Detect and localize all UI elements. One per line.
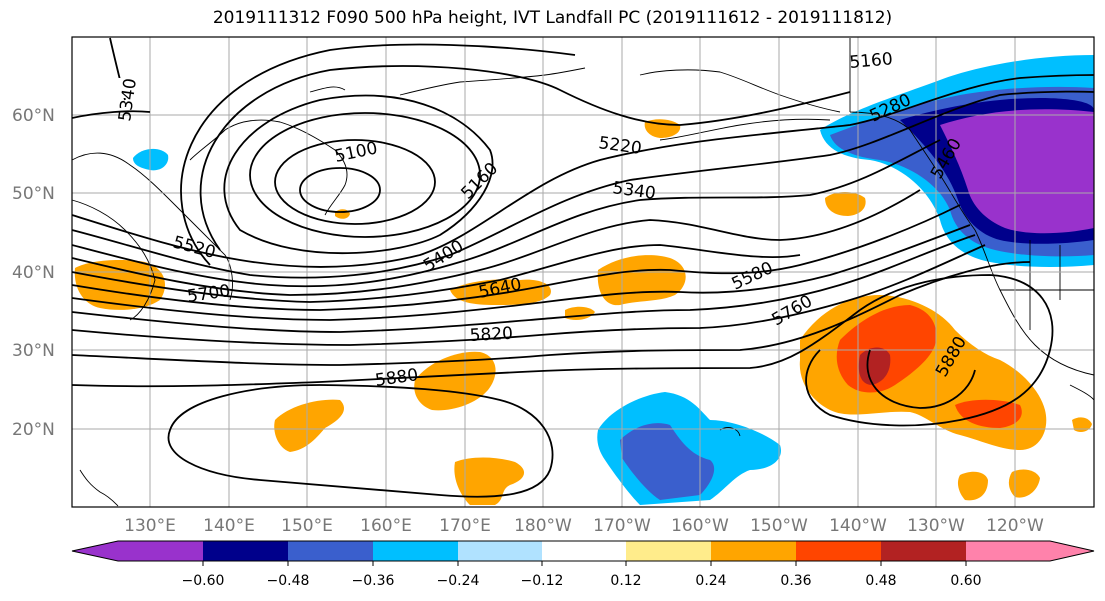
colorbar-segment	[118, 541, 203, 561]
colorbar-tick-label: 0.12	[610, 573, 641, 589]
shading-red-east2	[955, 399, 1022, 428]
colorbar-segment	[966, 541, 1050, 561]
shading-purple	[940, 109, 1094, 234]
colorbar-outline	[71, 540, 1095, 562]
contour-label: 5160	[849, 49, 894, 73]
lat-label: 60°N	[12, 106, 55, 126]
lon-label: 160°E	[360, 516, 412, 536]
shading-orange-mid5	[454, 457, 525, 505]
shading-orange-mid4	[274, 399, 345, 452]
colorbar-tick-label: 0.24	[695, 573, 726, 589]
colorbar-tick-label: −0.48	[267, 573, 310, 589]
shading-orange-mid2	[450, 279, 551, 305]
lat-label: 50°N	[12, 184, 55, 204]
colorbar-tick-label: −0.36	[352, 573, 395, 589]
shading-orange-gulf	[825, 192, 866, 216]
colorbar-segment	[796, 541, 881, 561]
lon-label: 140°W	[829, 516, 887, 536]
colorbar-tick-label: 0.48	[865, 573, 896, 589]
shading-orange-w	[74, 260, 165, 310]
colorbar-segment	[542, 541, 626, 561]
longitude-labels: 130°E 140°E 150°E 160°E 170°E 180°W 170°…	[124, 516, 1044, 536]
lon-label: 160°W	[671, 516, 729, 536]
colorbar-tick-label: −0.12	[521, 573, 564, 589]
colorbar-tick-label: 0.60	[950, 573, 981, 589]
colorbar-segment	[458, 541, 542, 561]
shading-darkred-east	[858, 347, 891, 385]
colorbar: −0.60 −0.48 −0.36 −0.24 −0.12 0.12 0.24 …	[71, 540, 1095, 589]
shading-orange-small5	[1072, 417, 1092, 432]
contour-label: 5100	[333, 138, 379, 167]
map-frame	[71, 36, 1095, 508]
lon-label: 120°W	[986, 516, 1044, 536]
lat-label: 40°N	[12, 263, 55, 283]
contour-label: 5160	[457, 159, 502, 204]
ivt-shading	[74, 55, 1094, 505]
colorbar-segment	[203, 541, 288, 561]
colorbar-extend-left	[72, 541, 118, 561]
lon-label: 170°E	[439, 516, 491, 536]
colorbar-segment	[881, 541, 966, 561]
contour-label: 5340	[611, 178, 657, 204]
colorbar-segment	[373, 541, 458, 561]
lat-label: 30°N	[12, 341, 55, 361]
shading-orange-small3	[957, 471, 988, 501]
lon-label: 180°W	[514, 516, 572, 536]
contour-label: 5400	[420, 236, 467, 276]
shading-sub-mid	[620, 423, 715, 500]
lat-label: 20°N	[12, 420, 55, 440]
shading-orange-small1	[335, 209, 350, 219]
shading-small-blue	[133, 148, 169, 171]
shading-orange-mid1	[597, 255, 686, 306]
plot-title: 2019111312 F090 500 hPa height, IVT Land…	[212, 8, 893, 28]
colorbar-tick-label: 0.36	[780, 573, 811, 589]
colorbar-segment	[626, 541, 711, 561]
contour-label: 5880	[374, 365, 420, 391]
lon-label: 150°W	[750, 516, 808, 536]
contour-label: 5820	[469, 324, 513, 346]
colorbar-segment	[288, 541, 373, 561]
height-contours	[71, 37, 1095, 498]
colorbar-tick-label: −0.60	[182, 573, 225, 589]
contour-label: 5220	[597, 133, 643, 159]
lon-label: 170°W	[593, 516, 651, 536]
lon-label: 150°E	[281, 516, 333, 536]
colorbar-extend-right	[1050, 541, 1094, 561]
shading-orange-small2	[565, 306, 595, 320]
lon-label: 130°E	[124, 516, 176, 536]
shading-orange-small4	[1008, 469, 1040, 498]
coastlines	[71, 38, 1095, 507]
lon-label: 140°E	[203, 516, 255, 536]
colorbar-tick-label: −0.24	[437, 573, 480, 589]
latitude-labels: 60°N 50°N 40°N 30°N 20°N	[12, 106, 55, 440]
colorbar-segment	[711, 541, 796, 561]
lon-label: 130°W	[907, 516, 965, 536]
